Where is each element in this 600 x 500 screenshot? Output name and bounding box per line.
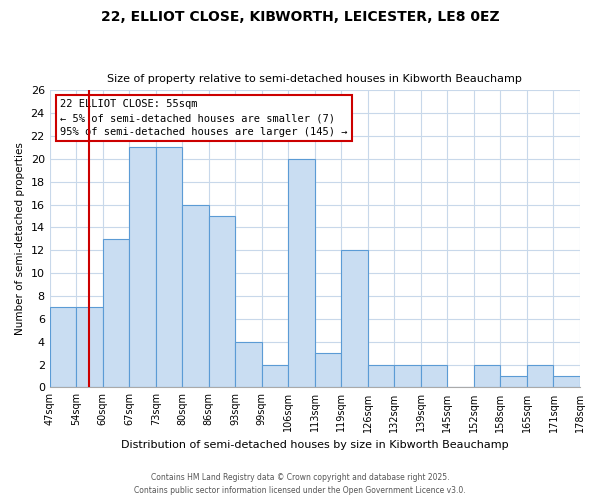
Bar — [553, 376, 580, 388]
Bar — [527, 364, 553, 388]
Bar — [235, 342, 262, 388]
Bar — [289, 159, 315, 388]
Bar — [500, 376, 527, 388]
Bar — [315, 353, 341, 388]
Bar — [368, 364, 394, 388]
Text: 22, ELLIOT CLOSE, KIBWORTH, LEICESTER, LE8 0EZ: 22, ELLIOT CLOSE, KIBWORTH, LEICESTER, L… — [101, 10, 499, 24]
Bar — [156, 148, 182, 388]
Text: Contains HM Land Registry data © Crown copyright and database right 2025.
Contai: Contains HM Land Registry data © Crown c… — [134, 474, 466, 495]
Bar — [474, 364, 500, 388]
Bar — [262, 364, 289, 388]
Bar — [103, 239, 129, 388]
Bar — [341, 250, 368, 388]
Bar — [209, 216, 235, 388]
Text: 22 ELLIOT CLOSE: 55sqm
← 5% of semi-detached houses are smaller (7)
95% of semi-: 22 ELLIOT CLOSE: 55sqm ← 5% of semi-deta… — [60, 99, 348, 137]
Bar — [50, 308, 76, 388]
Bar — [421, 364, 448, 388]
X-axis label: Distribution of semi-detached houses by size in Kibworth Beauchamp: Distribution of semi-detached houses by … — [121, 440, 509, 450]
Title: Size of property relative to semi-detached houses in Kibworth Beauchamp: Size of property relative to semi-detach… — [107, 74, 522, 84]
Y-axis label: Number of semi-detached properties: Number of semi-detached properties — [15, 142, 25, 336]
Bar — [129, 148, 156, 388]
Bar — [76, 308, 103, 388]
Bar — [182, 204, 209, 388]
Bar — [394, 364, 421, 388]
